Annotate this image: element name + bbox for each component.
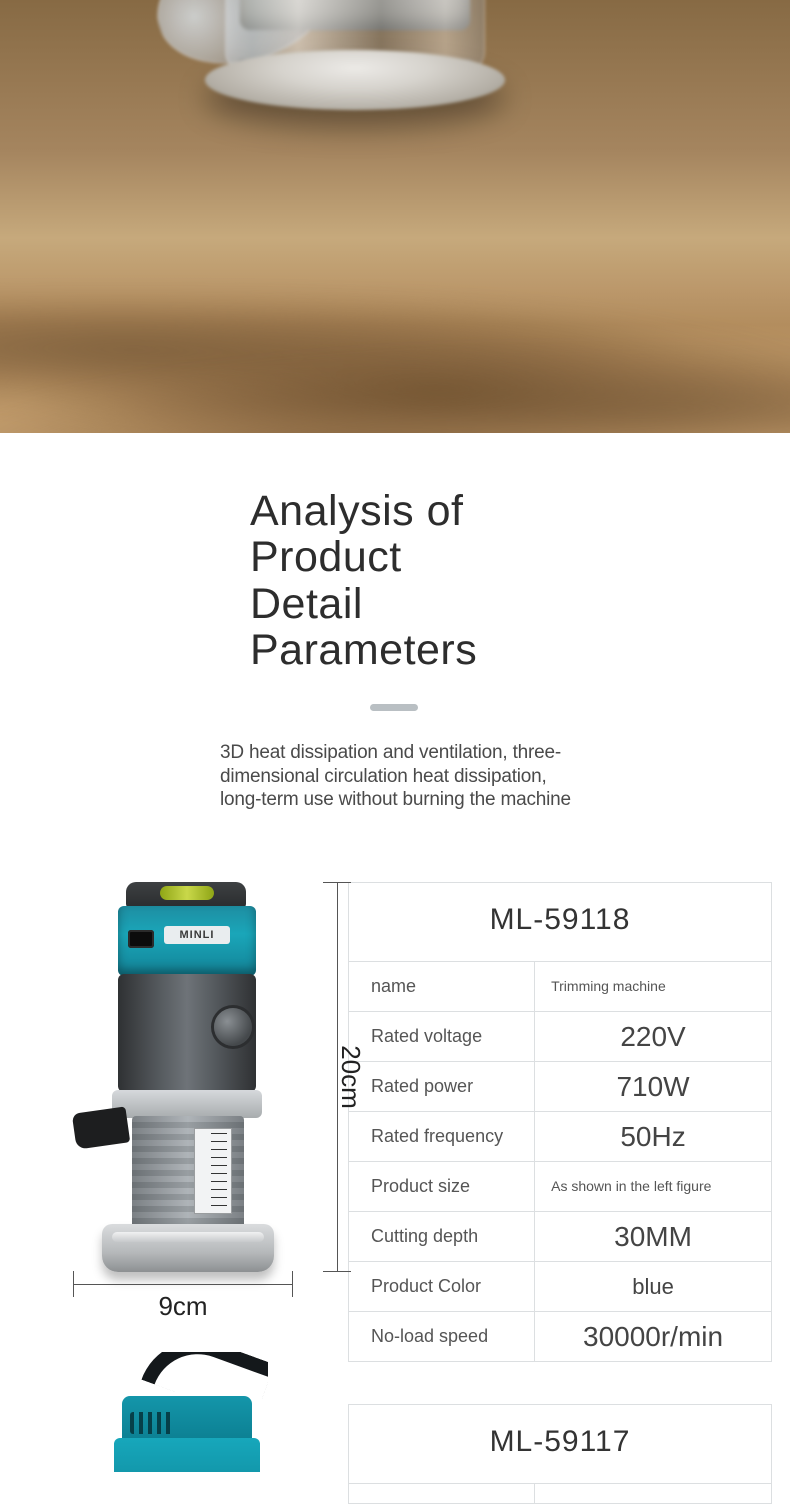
spec-row-item: Product sizeAs shown in the left figure — [349, 1162, 772, 1212]
spec-row-item: Rated power710W — [349, 1062, 772, 1112]
spec-key: Cutting depth — [349, 1212, 535, 1262]
dim-box: MINLI 20cm — [58, 882, 318, 1272]
spec-row: MINLI 20cm 9cm ML-59118 nameTri — [0, 882, 790, 1504]
dimension-diagram: MINLI 20cm 9cm — [18, 882, 348, 1472]
title-line: Parameters — [250, 626, 477, 674]
spec-key: Rated voltage — [349, 1012, 535, 1062]
spec-tables: ML-59118 nameTrimming machineRated volta… — [348, 882, 772, 1504]
title-line: Detail — [250, 580, 363, 628]
section-heading: Analysis of Product Detail Parameters 3D… — [0, 433, 790, 812]
heading-subdesc: 3D heat dissipation and ventilation, thr… — [220, 741, 590, 812]
spec-key: Product size — [349, 1162, 535, 1212]
spec-key: Rated frequency — [349, 1112, 535, 1162]
spec-val: 30000r/min — [535, 1312, 772, 1362]
spec-key: Rated power — [349, 1062, 535, 1112]
spec-row-item: Rated voltage220V — [349, 1012, 772, 1062]
spec-val: blue — [535, 1262, 772, 1312]
power-switch-icon — [128, 930, 154, 948]
heading-divider — [370, 704, 418, 711]
spec-key: name — [349, 962, 535, 1012]
spec-val: As shown in the left figure — [535, 1162, 772, 1212]
model-number: ML-59118 — [349, 883, 772, 962]
bubble-level-icon — [160, 886, 214, 900]
spec-key: Product Color — [349, 1262, 535, 1312]
spec-val — [535, 1484, 772, 1504]
lock-knob-icon — [214, 1008, 252, 1046]
spec-row-item: nameTrimming machine — [349, 962, 772, 1012]
depth-scale-icon — [194, 1128, 232, 1214]
spec-val: Trimming machine — [535, 962, 772, 1012]
brand-label: MINLI — [164, 926, 230, 944]
dim-horizontal-line — [73, 1284, 293, 1285]
spec-val: 50Hz — [535, 1112, 772, 1162]
spec-table-1: ML-59118 nameTrimming machineRated volta… — [348, 882, 772, 1362]
spec-row-item: Cutting depth30MM — [349, 1212, 772, 1262]
hero-tool-illustration — [90, 0, 430, 270]
dim-width: 9cm — [18, 1291, 348, 1322]
spec-val: 710W — [535, 1062, 772, 1112]
dim-height: 20cm — [335, 1045, 366, 1109]
model-number: ML-59117 — [349, 1405, 772, 1484]
spec-key — [349, 1484, 535, 1504]
router-illustration-2 — [68, 1352, 268, 1472]
spec-row-item: No-load speed30000r/min — [349, 1312, 772, 1362]
spec-key: No-load speed — [349, 1312, 535, 1362]
spec-val: 220V — [535, 1012, 772, 1062]
router-illustration: MINLI — [98, 882, 278, 1272]
clamp-lever-icon — [72, 1106, 130, 1149]
title-line: Analysis of — [250, 487, 463, 535]
hero-product-photo — [0, 0, 790, 433]
spec-row-item: Rated frequency50Hz — [349, 1112, 772, 1162]
title-line: Product — [250, 533, 402, 581]
spec-val: 30MM — [535, 1212, 772, 1262]
spec-row-item: Product Colorblue — [349, 1262, 772, 1312]
spec-table-2: ML-59117 — [348, 1404, 772, 1504]
page-title: Analysis of Product Detail Parameters — [250, 488, 550, 674]
